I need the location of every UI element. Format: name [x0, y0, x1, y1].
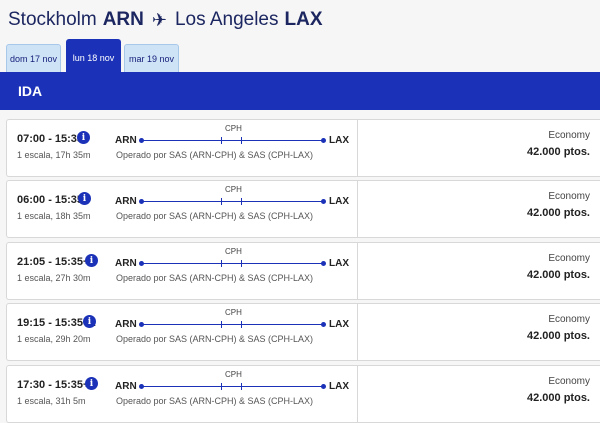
layover-tick: [241, 137, 242, 144]
route-end-dot: [321, 384, 326, 389]
flight-card[interactable]: 06:00 - 15:35 i 1 escala, 18h 35m ARN CP…: [6, 180, 600, 238]
route-start-dot: [139, 322, 144, 327]
route-end-dot: [321, 199, 326, 204]
layover-tick: [221, 198, 222, 205]
flight-times: 17:30 - 15:35+1: [17, 379, 96, 391]
flight-stops-duration: 1 escala, 27h 30m: [17, 273, 91, 283]
layover-tick: [241, 260, 242, 267]
flight-card[interactable]: 07:00 - 15:35 i 1 escala, 17h 35m ARN CP…: [6, 119, 600, 177]
tab-date-next[interactable]: mar 19 nov: [124, 44, 179, 72]
operator-text: Operado por SAS (ARN-CPH) & SAS (CPH-LAX…: [116, 273, 314, 283]
flight-times: 07:00 - 15:35: [17, 133, 84, 145]
flight-stops-duration: 1 escala, 17h 35m: [17, 150, 91, 160]
flight-times: 21:05 - 15:35+1: [17, 256, 96, 268]
fare-price[interactable]: 42.000 ptos.: [527, 392, 590, 404]
fare-price[interactable]: 42.000 ptos.: [527, 269, 590, 281]
flight-stops-duration: 1 escala, 29h 20m: [17, 334, 91, 344]
cabin-class: Economy: [548, 253, 590, 264]
origin-airport-code: ARN: [115, 381, 137, 392]
layover-airport-code: CPH: [225, 308, 242, 317]
route-start-dot: [139, 138, 144, 143]
route-end-dot: [321, 261, 326, 266]
layover-tick: [241, 198, 242, 205]
route-line: [139, 137, 326, 144]
flight-times: 06:00 - 15:35: [17, 194, 84, 206]
route-line: [139, 260, 326, 267]
layover-airport-code: CPH: [225, 247, 242, 256]
route-line: [139, 198, 326, 205]
flight-card[interactable]: 19:15 - 15:35+1 i 1 escala, 29h 20m ARN …: [6, 303, 600, 361]
info-icon[interactable]: i: [78, 192, 91, 205]
layover-tick: [221, 137, 222, 144]
card-divider: [357, 243, 358, 299]
layover-tick: [221, 321, 222, 328]
card-divider: [357, 366, 358, 422]
destination-airport-code: LAX: [329, 135, 349, 146]
flight-stops-duration: 1 escala, 31h 5m: [17, 396, 86, 406]
flight-card[interactable]: 17:30 - 15:35+1 i 1 escala, 31h 5m ARN C…: [6, 365, 600, 423]
operator-text: Operado por SAS (ARN-CPH) & SAS (CPH-LAX…: [116, 334, 314, 344]
flight-stops-duration: 1 escala, 18h 35m: [17, 211, 91, 221]
card-divider: [357, 120, 358, 176]
card-divider: [357, 304, 358, 360]
info-icon[interactable]: i: [77, 131, 90, 144]
route-start-dot: [139, 261, 144, 266]
fare-price[interactable]: 42.000 ptos.: [527, 207, 590, 219]
destination-airport-code: LAX: [329, 319, 349, 330]
info-icon[interactable]: i: [85, 377, 98, 390]
layover-tick: [221, 383, 222, 390]
origin-city: Stockholm: [8, 9, 97, 30]
tab-date-prev[interactable]: dom 17 nov: [6, 44, 61, 72]
cabin-class: Economy: [548, 314, 590, 325]
route-end-dot: [321, 322, 326, 327]
route-line: [139, 321, 326, 328]
cabin-class: Economy: [548, 191, 590, 202]
origin-airport-code: ARN: [115, 196, 137, 207]
route-line: [139, 383, 326, 390]
destination-airport-code: LAX: [329, 196, 349, 207]
section-header-ida: IDA: [0, 72, 600, 110]
card-divider: [357, 181, 358, 237]
tab-date-selected[interactable]: lun 18 nov: [66, 39, 121, 73]
route-header: Stockholm ARN ✈ Los Angeles LAX: [8, 8, 323, 32]
route-start-dot: [139, 199, 144, 204]
layover-airport-code: CPH: [225, 370, 242, 379]
layover-tick: [221, 260, 222, 267]
fare-price[interactable]: 42.000 ptos.: [527, 146, 590, 158]
destination-code: LAX: [284, 9, 323, 30]
layover-tick: [241, 321, 242, 328]
layover-airport-code: CPH: [225, 185, 242, 194]
route-start-dot: [139, 384, 144, 389]
origin-code: ARN: [102, 9, 144, 30]
info-icon[interactable]: i: [85, 254, 98, 267]
origin-airport-code: ARN: [115, 319, 137, 330]
cabin-class: Economy: [548, 130, 590, 141]
flight-times: 19:15 - 15:35+1: [17, 317, 96, 329]
layover-airport-code: CPH: [225, 124, 242, 133]
origin-airport-code: ARN: [115, 135, 137, 146]
fare-price[interactable]: 42.000 ptos.: [527, 330, 590, 342]
operator-text: Operado por SAS (ARN-CPH) & SAS (CPH-LAX…: [116, 396, 314, 406]
operator-text: Operado por SAS (ARN-CPH) & SAS (CPH-LAX…: [116, 150, 314, 160]
destination-city: Los Angeles: [174, 9, 279, 30]
route-end-dot: [321, 138, 326, 143]
section-title: IDA: [18, 83, 43, 99]
cabin-class: Economy: [548, 376, 590, 387]
flight-card[interactable]: 21:05 - 15:35+1 i 1 escala, 27h 30m ARN …: [6, 242, 600, 300]
layover-tick: [241, 383, 242, 390]
destination-airport-code: LAX: [329, 381, 349, 392]
destination-airport-code: LAX: [329, 258, 349, 269]
airplane-icon: ✈: [151, 9, 167, 30]
origin-airport-code: ARN: [115, 258, 137, 269]
info-icon[interactable]: i: [83, 315, 96, 328]
operator-text: Operado por SAS (ARN-CPH) & SAS (CPH-LAX…: [116, 211, 314, 221]
